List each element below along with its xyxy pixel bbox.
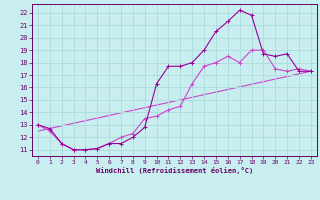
- X-axis label: Windchill (Refroidissement éolien,°C): Windchill (Refroidissement éolien,°C): [96, 167, 253, 174]
